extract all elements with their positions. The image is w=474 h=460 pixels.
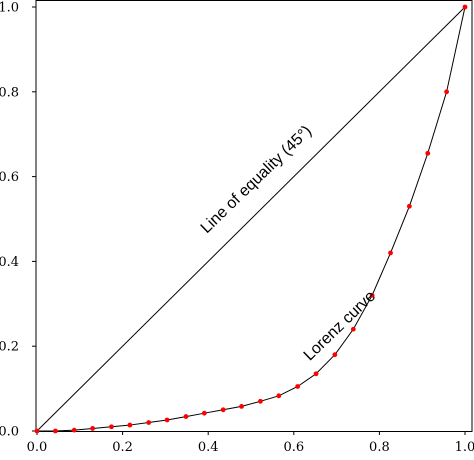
lorenz-point [276, 393, 282, 399]
lorenz-point [183, 414, 189, 419]
x-tick-label: 0.0 [27, 440, 48, 455]
plot-frame [35, 0, 473, 432]
lorenz-point [53, 428, 58, 434]
equality-line-label: Line of equality (45°) [198, 123, 316, 237]
y-tick-label: 0.6 [0, 170, 19, 185]
lorenz-point [258, 398, 263, 404]
y-tick-label: 0.2 [0, 340, 19, 355]
lorenz-point [388, 250, 393, 256]
lorenz-point [462, 4, 468, 10]
lorenz-point [127, 422, 133, 428]
x-tick-label: 0.4 [198, 440, 219, 455]
lorenz-point [201, 410, 207, 416]
lorenz-point [369, 292, 375, 298]
lorenz-point [109, 424, 114, 430]
lorenz-point [34, 428, 40, 434]
lorenz-point [295, 384, 301, 389]
lorenz-point [313, 371, 319, 377]
series-group [34, 4, 468, 434]
lorenz-point [164, 417, 170, 423]
lorenz-point [406, 203, 412, 209]
lorenz-point [239, 404, 244, 409]
lorenz-point [90, 426, 96, 431]
lorenz-point [220, 407, 226, 413]
lorenz-point [425, 150, 431, 156]
y-tick-label: 1.0 [0, 1, 19, 16]
lorenz-point [146, 420, 152, 425]
lorenz-curve-label: Lorenz curve [301, 288, 379, 365]
x-tick-label: 0.6 [283, 440, 304, 455]
equality-line [36, 6, 466, 432]
lorenz-point [71, 427, 77, 433]
y-tick-label: 0.8 [0, 85, 19, 100]
x-tick-label: 0.8 [369, 440, 390, 455]
lorenz-point [444, 89, 449, 95]
lorenz-point [332, 352, 338, 358]
x-tick-label: 0.2 [112, 440, 133, 455]
y-tick-label: 0.4 [0, 255, 19, 270]
x-tick-label: 1.0 [455, 440, 474, 455]
lorenz-point [350, 326, 356, 332]
lorenz-curve-line [37, 6, 466, 432]
y-tick-label: 0.0 [0, 425, 19, 440]
